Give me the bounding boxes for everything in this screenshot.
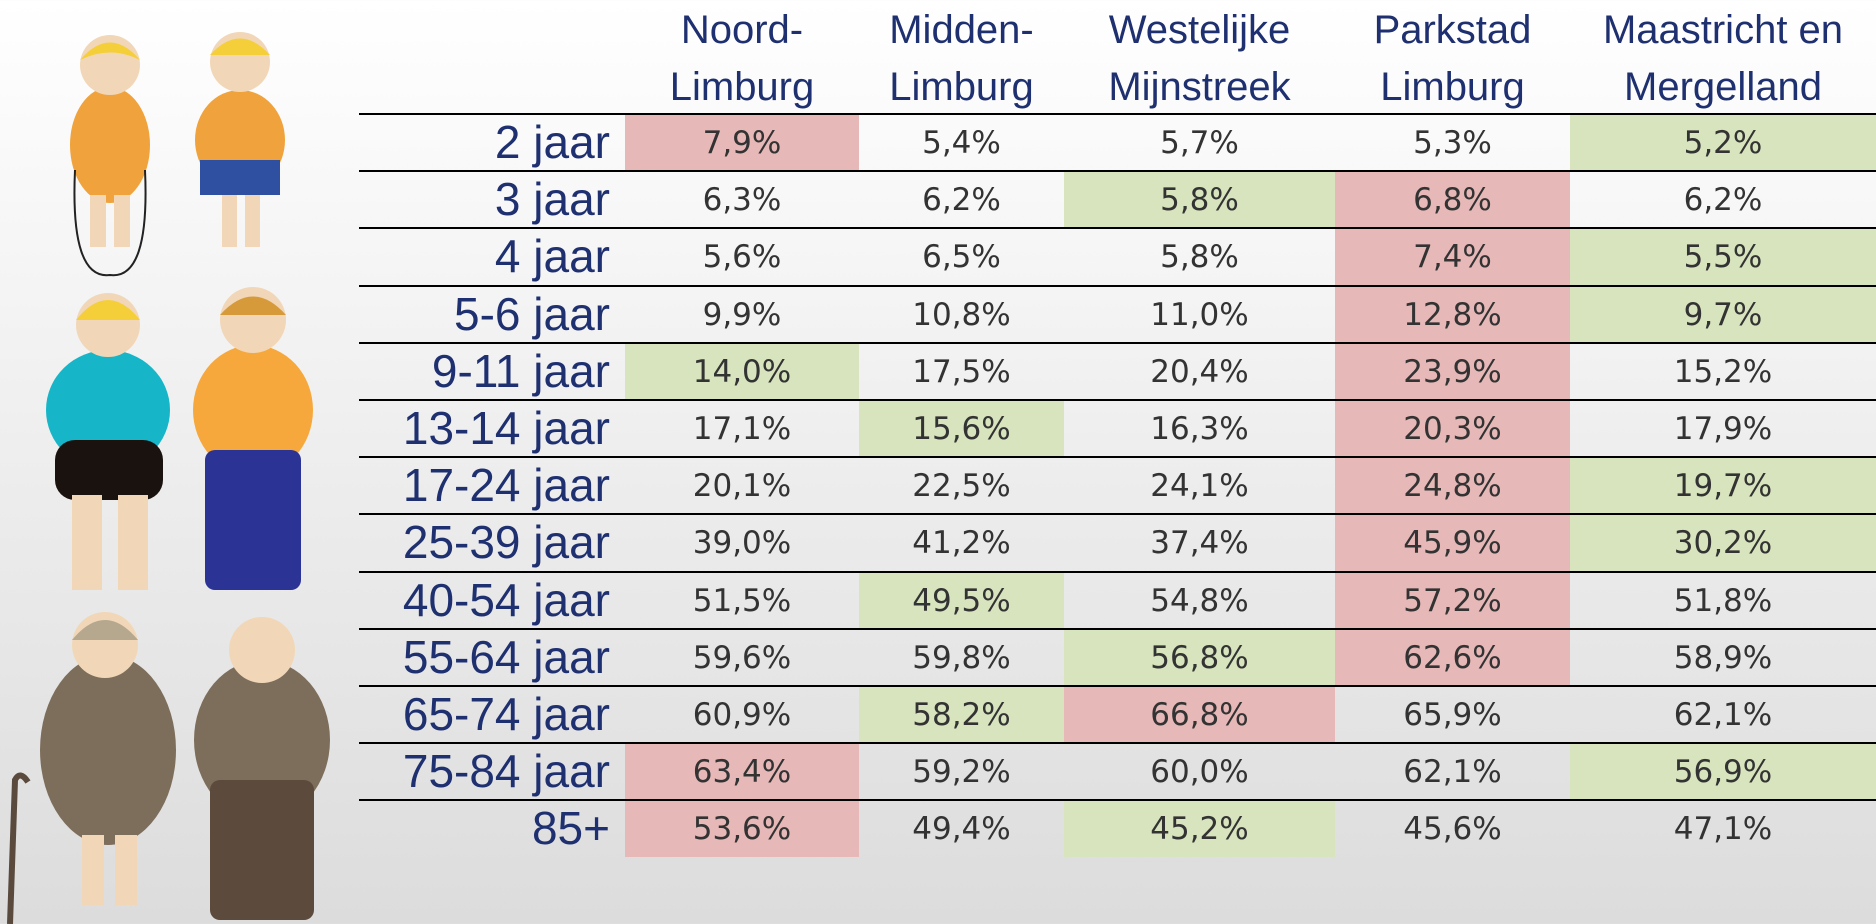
row-label: 40-54 jaar xyxy=(340,572,610,629)
table: Noord-LimburgMidden-LimburgWestelijkeMij… xyxy=(0,0,1876,924)
cell: 54,8% xyxy=(1064,573,1335,628)
cell: 24,8% xyxy=(1335,458,1570,513)
cell: 58,2% xyxy=(859,687,1064,742)
cell: 45,6% xyxy=(1335,801,1570,856)
cell: 6,2% xyxy=(859,172,1064,227)
cell: 56,9% xyxy=(1570,744,1876,799)
cell: 5,2% xyxy=(1570,115,1876,170)
cell: 15,2% xyxy=(1570,344,1876,399)
cell: 60,0% xyxy=(1064,744,1335,799)
row-label: 9-11 jaar xyxy=(340,343,610,400)
cell: 45,9% xyxy=(1335,515,1570,570)
cell: 6,5% xyxy=(859,229,1064,284)
cell: 5,3% xyxy=(1335,115,1570,170)
cell: 5,7% xyxy=(1064,115,1335,170)
cell: 20,3% xyxy=(1335,401,1570,456)
cell: 59,2% xyxy=(859,744,1064,799)
cell: 39,0% xyxy=(625,515,859,570)
cell: 7,9% xyxy=(625,115,859,170)
cell: 63,4% xyxy=(625,744,859,799)
cell: 59,8% xyxy=(859,630,1064,685)
column-header: Parkstad xyxy=(1315,2,1590,59)
row-label: 2 jaar xyxy=(340,114,610,171)
cell: 66,8% xyxy=(1064,687,1335,742)
column-header: Noord- xyxy=(605,2,879,59)
cell: 49,4% xyxy=(859,801,1064,856)
cell: 22,5% xyxy=(859,458,1064,513)
row-label: 75-84 jaar xyxy=(340,743,610,800)
column-header: Mergelland xyxy=(1550,59,1876,116)
cell: 23,9% xyxy=(1335,344,1570,399)
column-header: Maastricht en xyxy=(1550,2,1876,59)
cell: 59,6% xyxy=(625,630,859,685)
row-label: 25-39 jaar xyxy=(340,514,610,571)
cell: 14,0% xyxy=(625,344,859,399)
cell: 20,1% xyxy=(625,458,859,513)
column-header: Mijnstreek xyxy=(1044,59,1355,116)
cell: 5,6% xyxy=(625,229,859,284)
cell: 5,4% xyxy=(859,115,1064,170)
cell: 6,3% xyxy=(625,172,859,227)
cell: 6,8% xyxy=(1335,172,1570,227)
cell: 5,8% xyxy=(1064,172,1335,227)
cell: 58,9% xyxy=(1570,630,1876,685)
cell: 30,2% xyxy=(1570,515,1876,570)
row-label: 65-74 jaar xyxy=(340,686,610,743)
cell: 53,6% xyxy=(625,801,859,856)
cell: 62,6% xyxy=(1335,630,1570,685)
cell: 51,8% xyxy=(1570,573,1876,628)
cell: 17,5% xyxy=(859,344,1064,399)
row-label: 55-64 jaar xyxy=(340,629,610,686)
cell: 47,1% xyxy=(1570,801,1876,856)
cell: 9,9% xyxy=(625,287,859,342)
column-header: Westelijke xyxy=(1044,2,1355,59)
cell: 6,2% xyxy=(1570,172,1876,227)
cell: 24,1% xyxy=(1064,458,1335,513)
column-header: Limburg xyxy=(605,59,879,116)
cell: 41,2% xyxy=(859,515,1064,570)
cell: 60,9% xyxy=(625,687,859,742)
row-label: 4 jaar xyxy=(340,228,610,285)
cell: 15,6% xyxy=(859,401,1064,456)
cell: 17,9% xyxy=(1570,401,1876,456)
cell: 45,2% xyxy=(1064,801,1335,856)
cell: 19,7% xyxy=(1570,458,1876,513)
cell: 62,1% xyxy=(1570,687,1876,742)
cell: 16,3% xyxy=(1064,401,1335,456)
cell: 51,5% xyxy=(625,573,859,628)
cell: 12,8% xyxy=(1335,287,1570,342)
row-label: 17-24 jaar xyxy=(340,457,610,514)
row-label: 13-14 jaar xyxy=(340,400,610,457)
cell: 37,4% xyxy=(1064,515,1335,570)
cell: 57,2% xyxy=(1335,573,1570,628)
cell: 17,1% xyxy=(625,401,859,456)
cell: 5,5% xyxy=(1570,229,1876,284)
cell: 20,4% xyxy=(1064,344,1335,399)
row-label: 85+ xyxy=(340,800,610,857)
cell: 9,7% xyxy=(1570,287,1876,342)
cell: 65,9% xyxy=(1335,687,1570,742)
row-label: 5-6 jaar xyxy=(340,286,610,343)
cell: 56,8% xyxy=(1064,630,1335,685)
cell: 62,1% xyxy=(1335,744,1570,799)
column-header: Limburg xyxy=(1315,59,1590,116)
cell: 49,5% xyxy=(859,573,1064,628)
cell: 5,8% xyxy=(1064,229,1335,284)
row-label: 3 jaar xyxy=(340,171,610,228)
cell: 7,4% xyxy=(1335,229,1570,284)
cell: 10,8% xyxy=(859,287,1064,342)
cell: 11,0% xyxy=(1064,287,1335,342)
page: Noord-LimburgMidden-LimburgWestelijkeMij… xyxy=(0,0,1876,924)
